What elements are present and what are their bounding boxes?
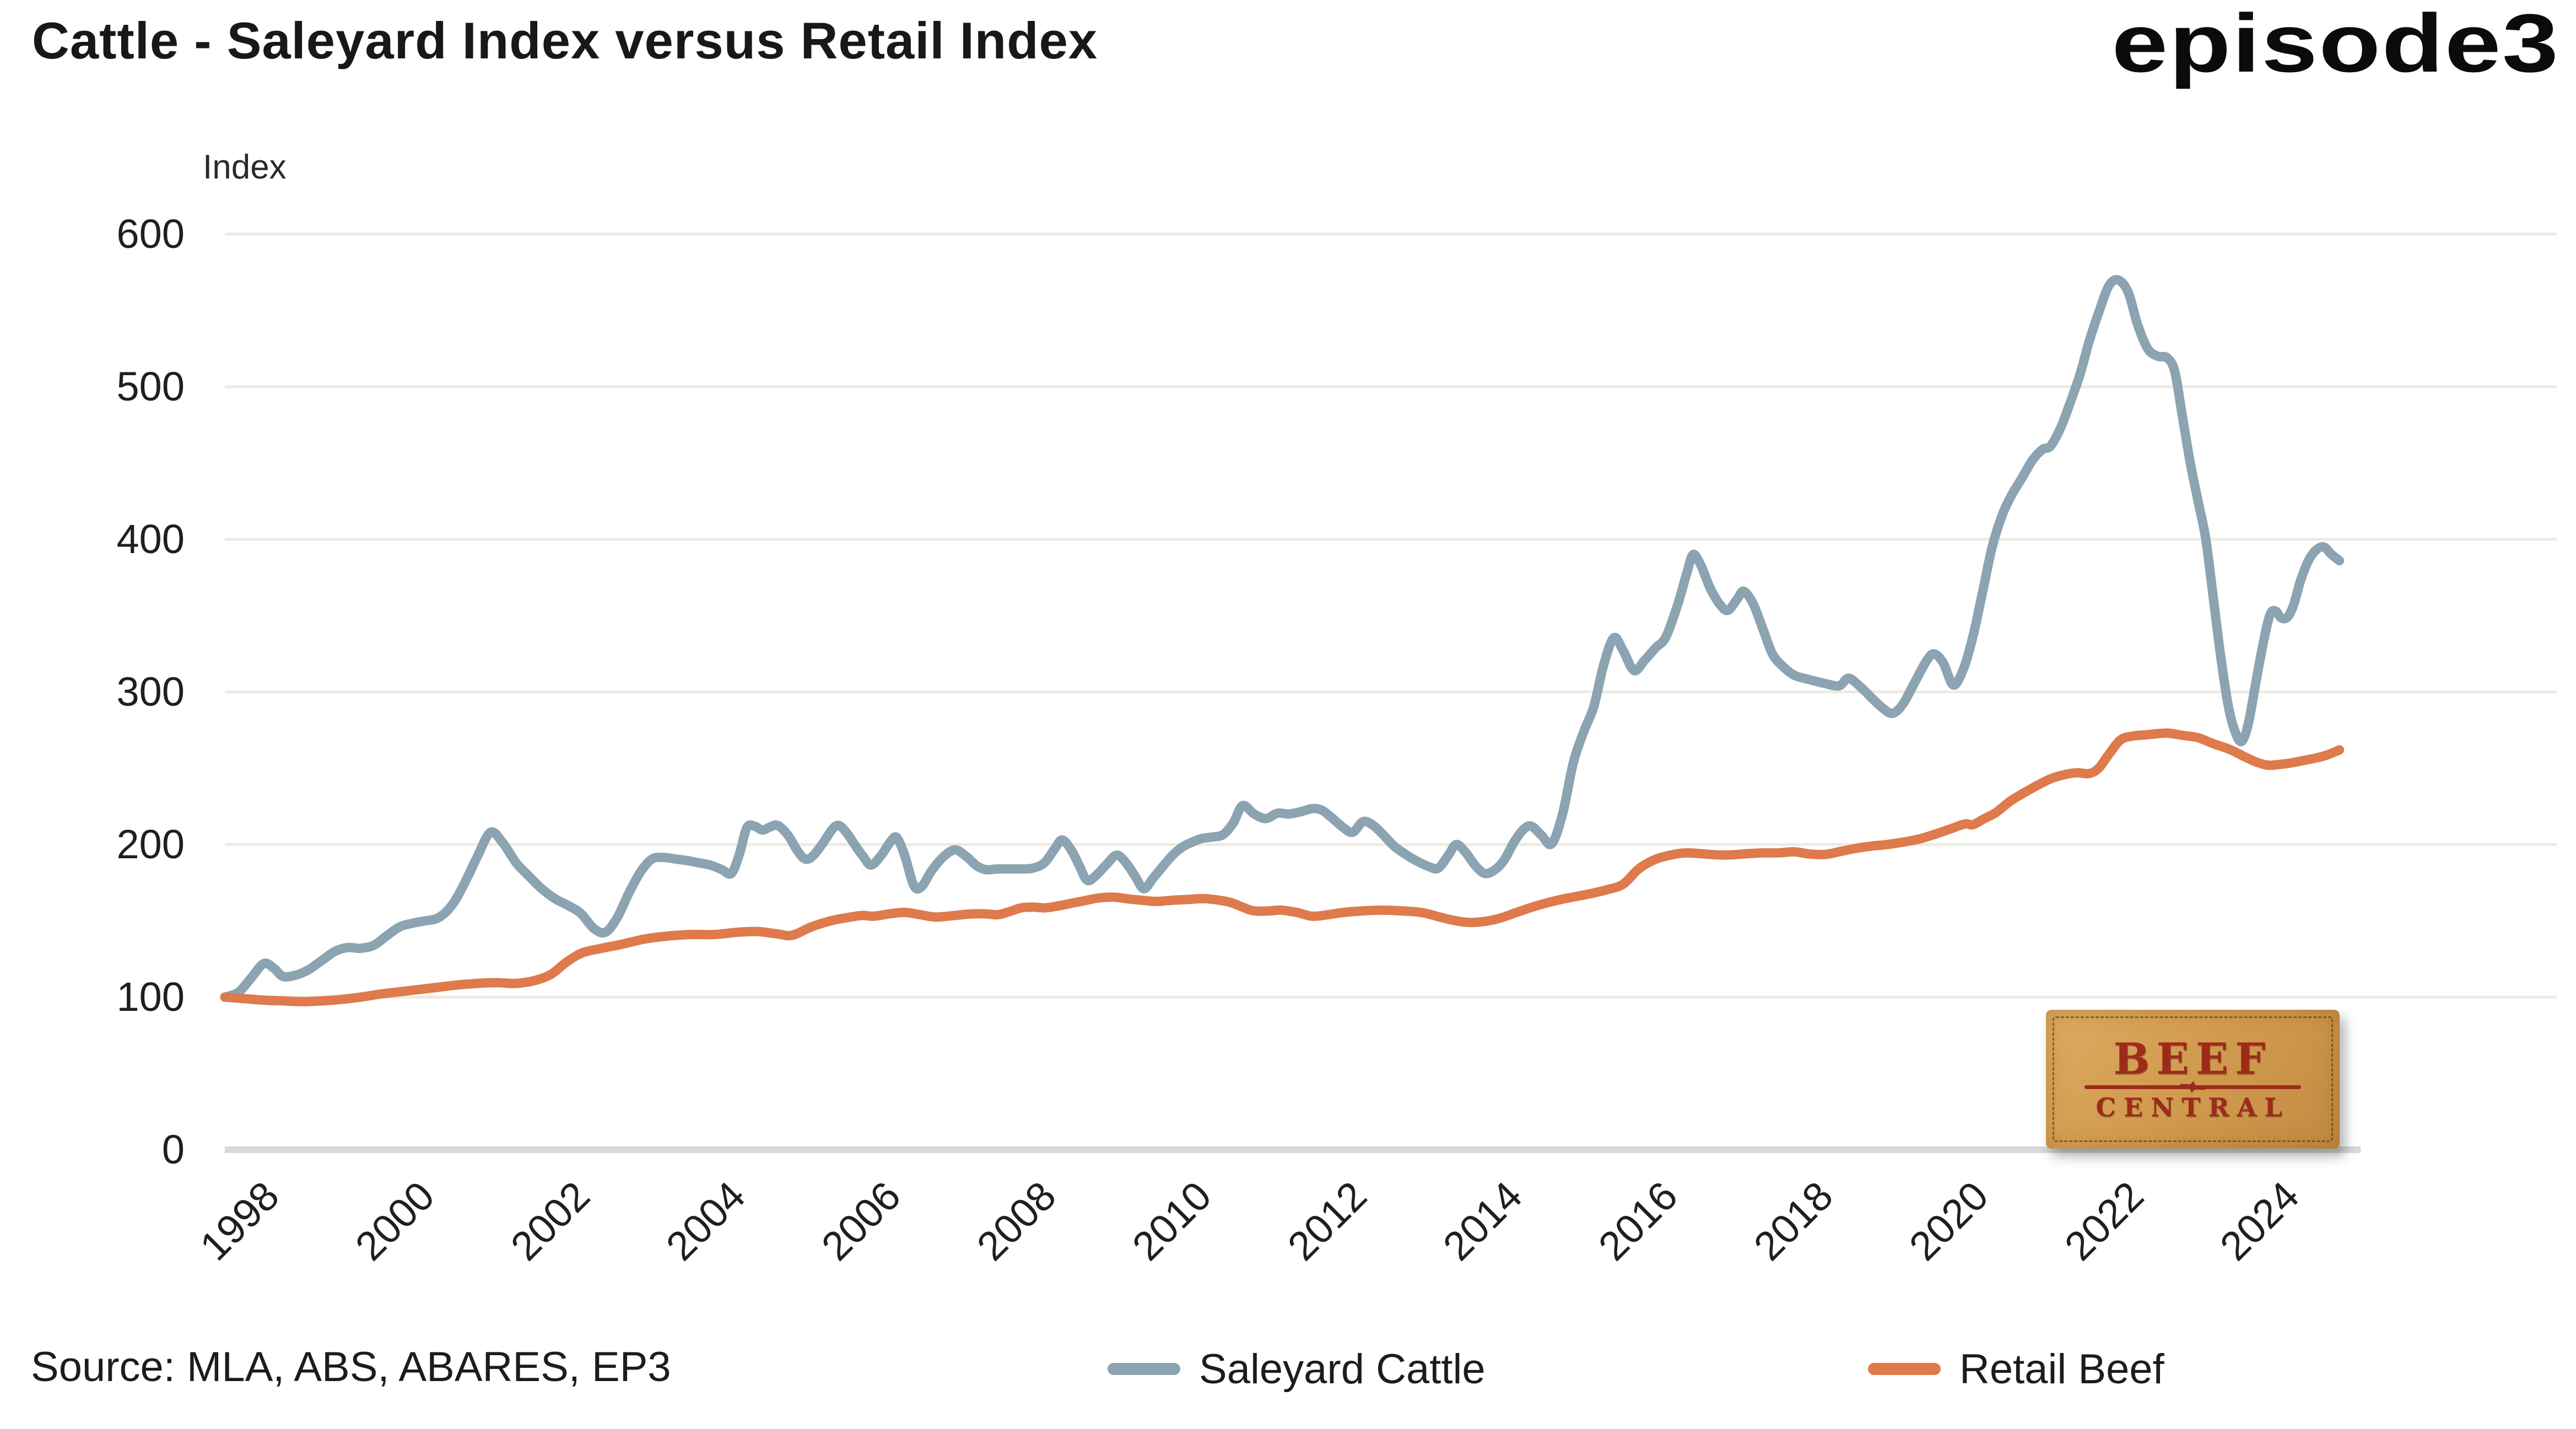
legend-label-saleyard-cattle: Saleyard Cattle	[1199, 1345, 1486, 1393]
y-tick-label-300: 300	[116, 669, 185, 714]
series-line-retail-beef	[220, 728, 2345, 1006]
badge-word-central: CENTRAL	[2096, 1092, 2290, 1122]
barbed-wire-divider-icon	[2084, 1085, 2301, 1089]
y-tick-label-400: 400	[116, 516, 185, 562]
beef-central-badge-inner: BEEF CENTRAL	[2053, 1016, 2333, 1142]
y-tick-label-500: 500	[116, 364, 185, 409]
series-line-saleyard-cattle	[220, 275, 2345, 1002]
legend-item-retail-beef: Retail Beef	[1868, 1336, 2164, 1402]
y-tick-label-100: 100	[116, 974, 185, 1020]
y-axis-title: Index	[203, 148, 287, 186]
badge-word-beef: BEEF	[2113, 1033, 2272, 1084]
saleyard-line-swatch-icon	[1108, 1363, 1180, 1375]
retail-line-swatch-icon	[1868, 1363, 1941, 1375]
legend-label-retail-beef: Retail Beef	[1959, 1345, 2164, 1393]
y-tick-label-0: 0	[161, 1127, 185, 1172]
chart-legend: Saleyard Cattle Retail Beef	[0, 1336, 2576, 1402]
legend-item-saleyard-cattle: Saleyard Cattle	[1108, 1336, 1486, 1402]
source-note: Source: MLA, ABS, ABARES, EP3	[31, 1344, 671, 1390]
y-tick-label-600: 600	[116, 211, 185, 257]
beef-central-badge: BEEF CENTRAL	[2046, 1010, 2340, 1149]
episode3-logo: episode3	[2111, 0, 2559, 89]
page-title: Cattle - Saleyard Index versus Retail In…	[32, 12, 1098, 69]
y-tick-label-200: 200	[116, 821, 185, 867]
